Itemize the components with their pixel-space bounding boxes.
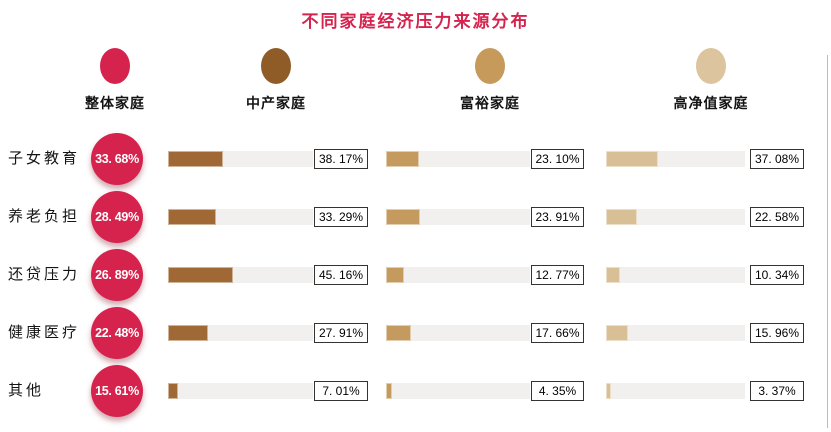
legend-item-hnw: 高净值家庭	[626, 48, 796, 113]
chart-row-education: 子女教育 33. 68% 38. 17% 23. 10% 37. 08%	[0, 133, 831, 185]
value-box-hnw: 15. 96%	[750, 323, 804, 343]
legend-label-wealthy: 富裕家庭	[460, 95, 520, 111]
bar-track-wealthy	[386, 325, 530, 341]
bar-fill-wealthy	[386, 151, 420, 167]
value-box-middle: 38. 17%	[314, 149, 368, 169]
bar-fill-hnw	[606, 383, 611, 399]
overall-value-circle: 33. 68%	[91, 133, 143, 185]
chart-row-other: 其他 15. 61% 7. 01% 4. 35% 3. 37%	[0, 365, 831, 417]
value-box-wealthy: 23. 91%	[531, 207, 584, 227]
bar-track-middle	[168, 267, 313, 283]
legend-label-hnw: 高净值家庭	[673, 95, 749, 111]
bar-fill-hnw	[606, 209, 638, 225]
bar-track-middle	[168, 325, 313, 341]
value-box-hnw: 22. 58%	[750, 207, 804, 227]
bar-fill-middle	[168, 325, 209, 341]
value-box-middle: 45. 16%	[314, 265, 368, 285]
overall-value-circle: 22. 48%	[91, 307, 143, 359]
frame-right-edge	[827, 55, 828, 428]
bar-fill-middle	[168, 151, 224, 167]
bar-track-middle	[168, 383, 313, 399]
overall-value-circle: 28. 49%	[91, 191, 143, 243]
chart-row-health: 健康医疗 22. 48% 27. 91% 17. 66% 15. 96%	[0, 307, 831, 359]
value-box-middle: 33. 29%	[314, 207, 368, 227]
category-label: 其他	[8, 382, 45, 399]
legend-label-overall: 整体家庭	[85, 95, 145, 111]
bar-track-hnw	[606, 267, 745, 283]
bar-track-hnw	[606, 383, 745, 399]
value-box-hnw: 3. 37%	[750, 381, 804, 401]
bar-fill-wealthy	[386, 325, 412, 341]
value-box-middle: 7. 01%	[314, 381, 368, 401]
bar-track-middle	[168, 209, 313, 225]
legend-marker-overall-icon	[100, 48, 130, 84]
value-box-hnw: 37. 08%	[750, 149, 804, 169]
bar-track-hnw	[606, 209, 745, 225]
legend-label-middle: 中产家庭	[246, 95, 306, 111]
legend-item-wealthy: 富裕家庭	[405, 48, 575, 113]
overall-value-circle: 15. 61%	[91, 365, 143, 417]
bar-track-wealthy	[386, 209, 530, 225]
value-box-wealthy: 12. 77%	[531, 265, 584, 285]
value-box-wealthy: 17. 66%	[531, 323, 584, 343]
legend-marker-wealthy-icon	[475, 48, 505, 84]
chart-title: 不同家庭经济压力来源分布	[301, 12, 530, 31]
value-box-wealthy: 23. 10%	[531, 149, 584, 169]
bar-fill-wealthy	[386, 383, 393, 399]
bar-fill-middle	[168, 209, 217, 225]
bar-track-hnw	[606, 325, 745, 341]
overall-value-circle: 26. 89%	[91, 249, 143, 301]
bar-fill-hnw	[606, 325, 629, 341]
legend-item-overall: 整体家庭	[30, 48, 200, 113]
legend-item-middle: 中产家庭	[191, 48, 361, 113]
bar-track-wealthy	[386, 383, 530, 399]
bar-track-wealthy	[386, 267, 530, 283]
chart-row-loan: 还贷压力 26. 89% 45. 16% 12. 77% 10. 34%	[0, 249, 831, 301]
category-label: 还贷压力	[8, 266, 81, 283]
bar-fill-wealthy	[386, 267, 405, 283]
bar-fill-hnw	[606, 267, 621, 283]
bar-fill-middle	[168, 383, 179, 399]
bar-track-hnw	[606, 151, 745, 167]
category-label: 健康医疗	[8, 324, 81, 341]
bar-fill-middle	[168, 267, 234, 283]
legend-marker-middle-icon	[261, 48, 291, 84]
bar-fill-wealthy	[386, 209, 421, 225]
category-label: 子女教育	[8, 150, 81, 167]
legend-marker-hnw-icon	[696, 48, 726, 84]
chart-row-elderly: 养老负担 28. 49% 33. 29% 23. 91% 22. 58%	[0, 191, 831, 243]
value-box-middle: 27. 91%	[314, 323, 368, 343]
bar-track-middle	[168, 151, 313, 167]
bar-track-wealthy	[386, 151, 530, 167]
bar-fill-hnw	[606, 151, 658, 167]
value-box-wealthy: 4. 35%	[531, 381, 584, 401]
value-box-hnw: 10. 34%	[750, 265, 804, 285]
category-label: 养老负担	[8, 208, 81, 225]
